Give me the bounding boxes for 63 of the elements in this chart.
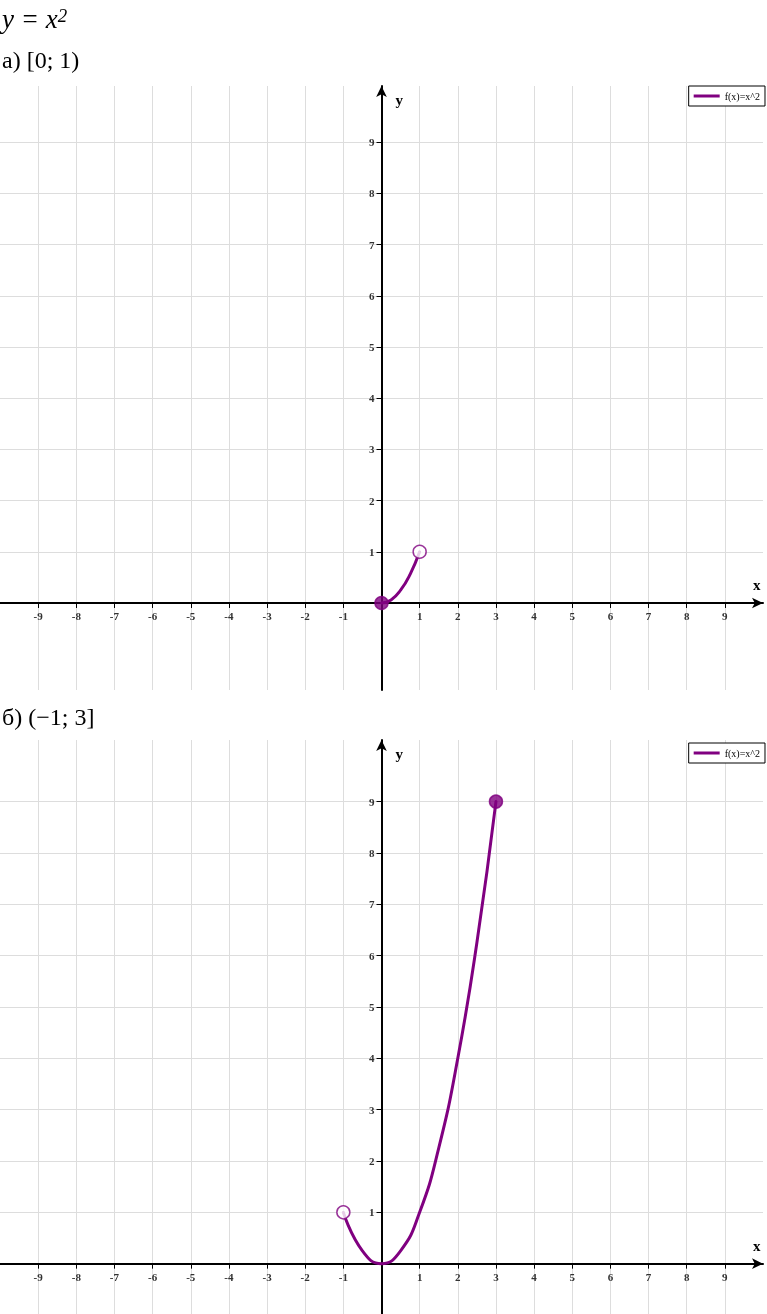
x-tick-label: 8: [683, 610, 690, 623]
y-tick-label: 1: [369, 545, 375, 558]
x-tick-label: -4: [224, 610, 234, 623]
x-tick-label: -7: [109, 610, 120, 623]
x-tick-label: 1: [416, 1271, 423, 1284]
y-tick-label: 2: [369, 1154, 375, 1167]
x-tick-label: -5: [186, 610, 196, 623]
y-tick-label: 4: [369, 1052, 375, 1065]
x-axis-title: x: [753, 577, 761, 594]
x-tick-label: -2: [300, 610, 311, 623]
x-tick-label: -5: [186, 1271, 196, 1284]
x-axis-title: x: [753, 1238, 761, 1255]
y-tick-label: 8: [369, 846, 375, 859]
x-tick-label: 4: [531, 610, 538, 623]
y-tick-label: 5: [369, 341, 375, 354]
x-tick-label: -8: [71, 1271, 82, 1284]
y-axis-title: y: [395, 745, 404, 762]
x-tick-label: -6: [148, 1271, 158, 1284]
x-tick-label: -4: [224, 1271, 234, 1284]
y-tick-label: 6: [369, 289, 375, 302]
x-tick-label: -1: [338, 1271, 348, 1284]
x-tick-label: -1: [338, 610, 348, 623]
y-tick-label: 2: [369, 494, 375, 507]
x-tick-label: 6: [607, 1271, 614, 1284]
x-tick-label: -9: [33, 1271, 44, 1284]
x-tick-label: 3: [493, 610, 500, 623]
x-tick-label: 3: [493, 1271, 500, 1284]
chart-title: y = x$^{2}$: [0, 3, 69, 36]
x-tick-label: 7: [645, 610, 652, 623]
chart-title: б) (−1; 3]: [1, 703, 96, 732]
y-tick-label: 5: [369, 1000, 375, 1013]
x-tick-label: -6: [148, 610, 158, 623]
x-tick-label: 5: [569, 1271, 576, 1284]
x-tick-label: 9: [722, 1271, 729, 1284]
x-tick-label: -3: [262, 610, 273, 623]
x-tick-label: 7: [645, 1271, 652, 1284]
x-tick-label: -9: [33, 610, 44, 623]
y-tick-label: 3: [369, 1103, 375, 1116]
x-tick-label: 2: [455, 610, 462, 623]
x-tick-label: 6: [607, 610, 614, 623]
y-tick-label: 9: [369, 795, 375, 808]
chart-subtitle: а) [0; 1): [1, 46, 81, 75]
x-tick-label: 5: [569, 610, 576, 623]
x-tick-label: 4: [531, 1271, 538, 1284]
x-tick-label: 8: [683, 1271, 690, 1284]
y-tick-label: 8: [369, 187, 375, 200]
y-tick-label: 6: [369, 949, 375, 962]
y-tick-label: 9: [369, 136, 375, 149]
y-axis-title: y: [395, 91, 404, 108]
x-tick-label: 9: [722, 610, 729, 623]
x-tick-label: -8: [71, 610, 82, 623]
y-tick-label: 7: [369, 238, 375, 251]
y-tick-label: 1: [369, 1206, 375, 1219]
y-tick-label: 3: [369, 443, 375, 456]
legend-label: f(x)=x^2: [724, 90, 761, 103]
y-tick-label: 4: [369, 392, 375, 405]
x-tick-label: 2: [455, 1271, 462, 1284]
x-tick-label: -7: [109, 1271, 120, 1284]
x-tick-label: -2: [300, 1271, 311, 1284]
y-tick-label: 7: [369, 898, 375, 911]
x-tick-label: 1: [416, 610, 423, 623]
legend-label: f(x)=x^2: [724, 747, 761, 760]
x-tick-label: -3: [262, 1271, 273, 1284]
